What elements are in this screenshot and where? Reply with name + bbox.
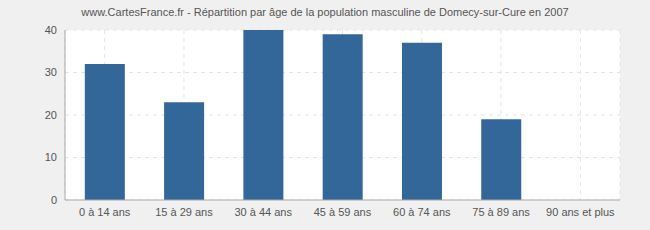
- svg-text:10: 10: [45, 151, 57, 163]
- svg-text:45 à 59 ans: 45 à 59 ans: [314, 206, 372, 218]
- svg-text:0: 0: [51, 194, 57, 206]
- svg-text:75 à 89 ans: 75 à 89 ans: [472, 206, 530, 218]
- svg-text:60 à 74 ans: 60 à 74 ans: [393, 206, 451, 218]
- svg-text:30: 30: [45, 66, 57, 78]
- svg-text:40: 40: [45, 24, 57, 36]
- svg-text:90 ans et plus: 90 ans et plus: [546, 206, 615, 218]
- svg-text:20: 20: [45, 109, 57, 121]
- svg-text:30 à 44 ans: 30 à 44 ans: [234, 206, 292, 218]
- svg-text:15 à 29 ans: 15 à 29 ans: [155, 206, 213, 218]
- html-text:www.CartesFrance.fr - Répartit: www.CartesFrance.fr - Répartition par âg…: [81, 6, 569, 18]
- svg-text:0 à 14 ans: 0 à 14 ans: [79, 206, 131, 218]
